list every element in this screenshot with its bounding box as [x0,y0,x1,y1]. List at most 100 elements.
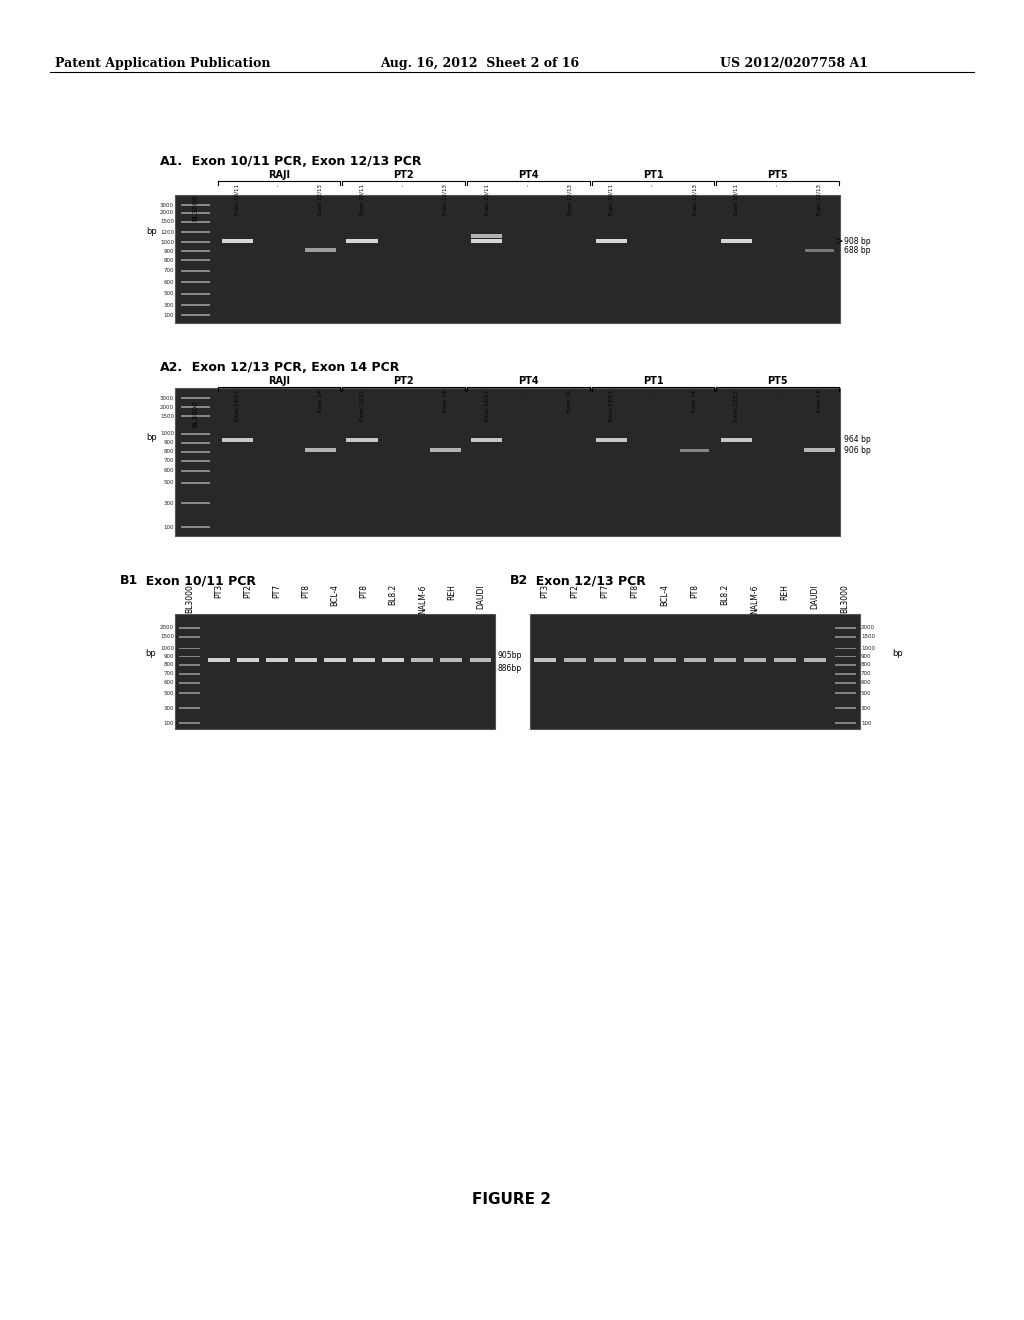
Text: FIGURE 2: FIGURE 2 [472,1192,552,1208]
Text: 800: 800 [164,449,174,454]
Text: 900: 900 [861,653,871,659]
Text: B2: B2 [510,574,528,587]
Text: 800: 800 [164,257,174,263]
Text: Exon 10/11 PCR, Exon 12/13 PCR: Exon 10/11 PCR, Exon 12/13 PCR [183,154,422,168]
FancyBboxPatch shape [181,482,210,483]
FancyBboxPatch shape [181,242,210,243]
FancyBboxPatch shape [237,657,259,663]
Text: 1000: 1000 [160,432,174,437]
FancyBboxPatch shape [181,414,210,417]
FancyBboxPatch shape [179,693,200,694]
FancyBboxPatch shape [721,437,752,442]
Text: Exon 12/13: Exon 12/13 [692,183,697,215]
FancyBboxPatch shape [594,657,616,663]
FancyBboxPatch shape [835,722,855,725]
FancyBboxPatch shape [653,657,676,663]
FancyBboxPatch shape [179,656,200,657]
Text: -: - [401,389,407,392]
FancyBboxPatch shape [179,648,200,649]
FancyBboxPatch shape [835,627,855,628]
Text: BCL-4: BCL-4 [660,583,670,606]
FancyBboxPatch shape [181,220,210,223]
FancyBboxPatch shape [680,449,709,451]
Text: RAJI: RAJI [268,170,290,180]
Text: Exon 10/11 PCR: Exon 10/11 PCR [137,574,256,587]
Text: 700: 700 [164,458,174,463]
Text: 100: 100 [861,721,871,726]
Text: 300: 300 [164,502,174,506]
FancyBboxPatch shape [430,449,461,451]
Text: 500: 500 [164,690,174,696]
Text: 1500: 1500 [160,413,174,418]
Text: PT3: PT3 [214,583,223,598]
FancyBboxPatch shape [295,657,316,663]
FancyBboxPatch shape [382,657,404,663]
FancyBboxPatch shape [470,657,492,663]
Text: 100: 100 [164,721,174,726]
Text: 688 bp: 688 bp [844,246,870,255]
Text: PT2: PT2 [570,583,580,598]
FancyBboxPatch shape [835,693,855,694]
Text: 2000: 2000 [160,210,174,215]
FancyBboxPatch shape [324,657,346,663]
Text: B1: B1 [120,574,138,587]
Text: 700: 700 [164,268,174,273]
Text: bp: bp [145,649,156,657]
Text: 500: 500 [861,690,871,696]
FancyBboxPatch shape [175,388,840,536]
FancyBboxPatch shape [835,656,855,657]
Text: Exon 12/13: Exon 12/13 [234,389,240,421]
FancyBboxPatch shape [804,449,835,451]
Text: -: - [650,183,655,186]
Text: 1000: 1000 [160,645,174,651]
Text: NALM-6: NALM-6 [418,583,427,614]
FancyBboxPatch shape [721,239,752,243]
Text: Exon 10/11: Exon 10/11 [733,183,738,215]
FancyBboxPatch shape [222,239,253,243]
FancyBboxPatch shape [305,449,336,451]
Text: Exon 12/13 PCR: Exon 12/13 PCR [527,574,646,587]
FancyBboxPatch shape [596,239,627,243]
Text: 900: 900 [164,441,174,445]
FancyBboxPatch shape [181,442,210,444]
Text: 1500: 1500 [861,635,874,639]
Text: Exon 10/11: Exon 10/11 [359,183,365,215]
Text: PT8: PT8 [631,583,640,598]
Text: Exon 12/13: Exon 12/13 [442,183,447,215]
Text: -: - [650,389,655,392]
Text: 100: 100 [164,313,174,318]
Text: 1000: 1000 [160,240,174,244]
FancyBboxPatch shape [181,259,210,261]
FancyBboxPatch shape [805,248,834,252]
FancyBboxPatch shape [179,664,200,665]
FancyBboxPatch shape [774,657,797,663]
Text: Exon 10/11: Exon 10/11 [484,183,489,215]
Text: Aug. 16, 2012  Sheet 2 of 16: Aug. 16, 2012 Sheet 2 of 16 [380,57,580,70]
Text: 2000: 2000 [160,626,174,630]
Text: Exon 14: Exon 14 [567,389,572,412]
Text: 600: 600 [861,681,871,685]
Text: BL3000: BL3000 [193,400,199,426]
Text: -: - [525,389,530,392]
FancyBboxPatch shape [208,657,229,663]
Text: 300: 300 [164,302,174,308]
FancyBboxPatch shape [596,437,627,442]
Text: Exon 14: Exon 14 [442,389,447,412]
FancyBboxPatch shape [624,657,646,663]
Text: BL8.2: BL8.2 [389,583,397,606]
Text: 2000: 2000 [861,626,874,630]
FancyBboxPatch shape [305,248,336,252]
FancyBboxPatch shape [181,459,210,462]
Text: A2.: A2. [160,360,183,374]
Text: 906 bp: 906 bp [844,446,870,454]
Text: 500: 500 [164,290,174,296]
Text: 900: 900 [164,248,174,253]
Text: 600: 600 [164,469,174,474]
FancyBboxPatch shape [534,657,556,663]
Text: DAUDI: DAUDI [811,583,819,609]
FancyBboxPatch shape [353,657,375,663]
Text: 500: 500 [164,480,174,486]
FancyBboxPatch shape [471,239,503,243]
FancyBboxPatch shape [181,397,210,400]
Text: Exon 12/13: Exon 12/13 [359,389,365,421]
